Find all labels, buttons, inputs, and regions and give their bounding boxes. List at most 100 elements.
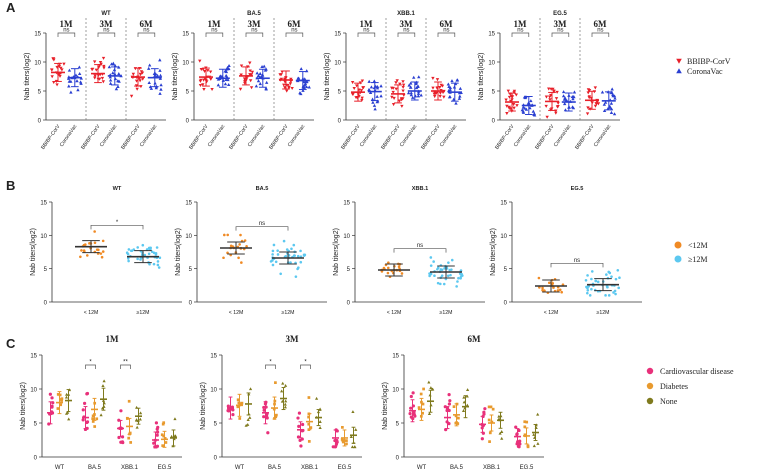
data-point <box>433 274 436 277</box>
data-point <box>547 281 551 285</box>
data-point <box>282 83 286 87</box>
data-point <box>280 389 284 393</box>
data-point <box>517 428 521 433</box>
data-point <box>304 85 309 89</box>
time-label: 1M <box>208 19 222 29</box>
x-tick-label: BBIBP-CorV <box>268 123 290 150</box>
data-point <box>409 93 414 97</box>
data-point <box>239 402 243 406</box>
data-point <box>77 65 82 69</box>
time-label: 6M <box>440 19 454 29</box>
data-point <box>59 403 63 407</box>
data-point <box>271 249 275 253</box>
data-point <box>276 249 279 252</box>
data-point <box>82 249 86 252</box>
data-point <box>556 289 560 292</box>
data-point <box>552 286 555 289</box>
data-point <box>78 80 83 84</box>
data-point <box>50 68 54 72</box>
y-axis-label: Nab titers(log2) <box>200 382 207 430</box>
data-point <box>465 403 469 407</box>
data-point <box>64 395 69 399</box>
data-point <box>299 67 303 71</box>
data-point <box>100 76 105 80</box>
legend-marker <box>646 397 654 405</box>
comparison-sig-label: ns <box>517 28 523 34</box>
data-point <box>221 78 226 82</box>
data-point <box>428 274 431 278</box>
legend-marker <box>674 241 682 249</box>
data-point <box>307 396 311 399</box>
comparison-sig-label: ns <box>557 28 563 34</box>
data-point <box>64 411 69 415</box>
comparison-sig-label: ns <box>574 258 580 264</box>
data-point <box>156 260 160 263</box>
comparison-bracket <box>245 32 264 37</box>
data-point <box>290 247 293 251</box>
y-tick-label: 0 <box>492 119 496 125</box>
panel-letter-a: A <box>6 0 16 15</box>
data-point <box>161 422 165 426</box>
data-point <box>155 246 159 249</box>
data-point <box>411 95 415 99</box>
data-point <box>412 75 416 79</box>
data-point <box>155 430 160 434</box>
data-point <box>523 425 527 429</box>
y-tick-label: 15 <box>34 32 41 38</box>
y-tick-label: 0 <box>186 119 190 125</box>
comparison-bracket <box>90 224 144 230</box>
data-point <box>248 387 253 391</box>
comparison-sig-label: ns <box>103 28 109 34</box>
time-label: 3M <box>100 19 114 29</box>
data-point <box>367 87 371 91</box>
comparison-bracket <box>357 32 376 37</box>
x-tick-label: CoronaVac <box>247 123 267 148</box>
data-point <box>588 294 592 297</box>
data-point <box>349 435 353 438</box>
data-point <box>95 417 99 421</box>
data-point <box>571 106 576 110</box>
data-point <box>162 434 166 438</box>
data-point <box>274 381 277 385</box>
y-tick-label: 0 <box>38 119 42 125</box>
legend-label: None <box>660 397 678 406</box>
data-point <box>262 408 266 412</box>
subpanel-title: XBB.1 <box>397 11 415 17</box>
data-point <box>604 294 607 297</box>
y-tick-label: 5 <box>504 267 508 273</box>
data-point <box>545 115 549 119</box>
y-axis-label: Nab titers(log2) <box>490 228 497 276</box>
data-point <box>556 101 560 105</box>
data-point <box>555 90 559 94</box>
y-tick-label: 5 <box>347 267 351 273</box>
data-point <box>56 407 60 410</box>
data-point <box>536 441 540 445</box>
data-point <box>448 399 452 403</box>
data-point <box>345 439 348 442</box>
data-point <box>505 112 509 116</box>
data-point <box>117 72 121 76</box>
data-point <box>239 64 244 68</box>
data-point <box>596 280 600 284</box>
data-point <box>353 445 357 449</box>
data-point <box>450 79 454 83</box>
data-point <box>125 251 129 255</box>
y-tick-label: 15 <box>500 201 507 207</box>
data-point <box>390 95 394 99</box>
data-point <box>514 425 518 429</box>
data-point <box>134 418 139 421</box>
data-point <box>458 86 463 90</box>
subpanel-title: 1M <box>106 334 120 344</box>
data-point <box>449 273 452 277</box>
subpanel-title: EG.5 <box>553 11 567 17</box>
data-point <box>141 77 145 81</box>
data-point <box>406 91 411 95</box>
data-point <box>427 380 431 384</box>
data-point <box>614 277 618 281</box>
y-tick-label: 0 <box>44 301 48 307</box>
data-point <box>198 79 203 83</box>
data-point <box>91 414 95 418</box>
x-tick-label: BBIBP-CorV <box>494 123 516 150</box>
data-point <box>520 108 525 112</box>
data-point <box>408 412 412 416</box>
